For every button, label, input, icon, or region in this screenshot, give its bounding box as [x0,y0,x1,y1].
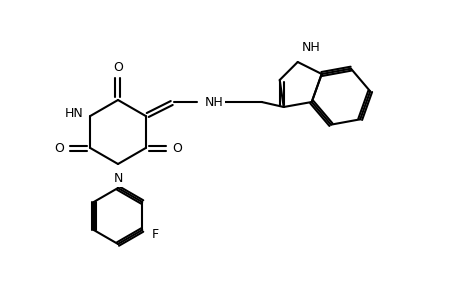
Text: NH: NH [204,95,223,109]
Text: F: F [152,229,159,242]
Text: NH: NH [301,41,320,54]
Text: N: N [113,172,123,185]
Text: O: O [54,142,64,154]
Text: O: O [171,142,181,154]
Text: O: O [113,61,123,74]
Text: HN: HN [64,106,83,119]
